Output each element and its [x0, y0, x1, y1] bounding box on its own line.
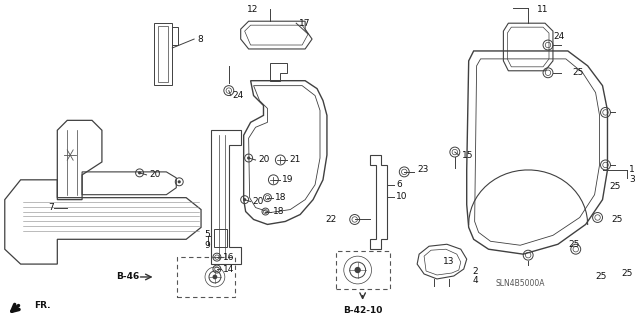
Text: 25: 25 [611, 215, 623, 224]
Text: 20: 20 [150, 170, 161, 179]
Text: 23: 23 [417, 166, 429, 174]
Text: 11: 11 [538, 5, 548, 14]
Text: 17: 17 [299, 19, 310, 28]
Text: 12: 12 [247, 5, 259, 14]
Text: 13: 13 [443, 256, 454, 266]
Text: FR.: FR. [35, 301, 51, 310]
Text: 15: 15 [461, 151, 473, 160]
Circle shape [212, 275, 218, 279]
Text: 2: 2 [473, 266, 478, 276]
Circle shape [243, 198, 246, 201]
Text: 18: 18 [275, 193, 287, 202]
Text: 10: 10 [396, 192, 408, 201]
Text: 20: 20 [253, 197, 264, 206]
Text: 24: 24 [553, 32, 564, 41]
Text: 8: 8 [197, 34, 203, 44]
Text: 25: 25 [609, 182, 621, 191]
Text: 22: 22 [325, 215, 336, 224]
Text: 6: 6 [396, 180, 402, 189]
Text: 18: 18 [273, 207, 285, 216]
Bar [336, 251, 390, 289]
Text: 19: 19 [282, 175, 294, 184]
Text: 3: 3 [629, 175, 635, 184]
Bar [177, 257, 235, 297]
Text: 25: 25 [569, 240, 580, 249]
Text: 14: 14 [223, 264, 234, 273]
Text: 16: 16 [223, 253, 234, 262]
Text: SLN4B5000A: SLN4B5000A [495, 279, 545, 288]
Text: 25: 25 [573, 68, 584, 77]
Text: 1: 1 [629, 166, 635, 174]
Circle shape [355, 267, 361, 273]
Text: 9: 9 [204, 241, 210, 250]
Text: 4: 4 [473, 277, 478, 286]
Text: 24: 24 [233, 91, 244, 100]
Text: B-46: B-46 [116, 272, 139, 281]
Text: 21: 21 [289, 155, 301, 165]
Text: 5: 5 [204, 230, 210, 239]
Text: 25: 25 [621, 270, 633, 278]
Circle shape [138, 171, 141, 174]
Text: B-42-10: B-42-10 [343, 306, 382, 315]
Text: 25: 25 [596, 272, 607, 281]
Text: 7: 7 [49, 203, 54, 212]
Text: 20: 20 [259, 155, 270, 165]
Circle shape [247, 156, 250, 160]
Circle shape [178, 180, 181, 183]
